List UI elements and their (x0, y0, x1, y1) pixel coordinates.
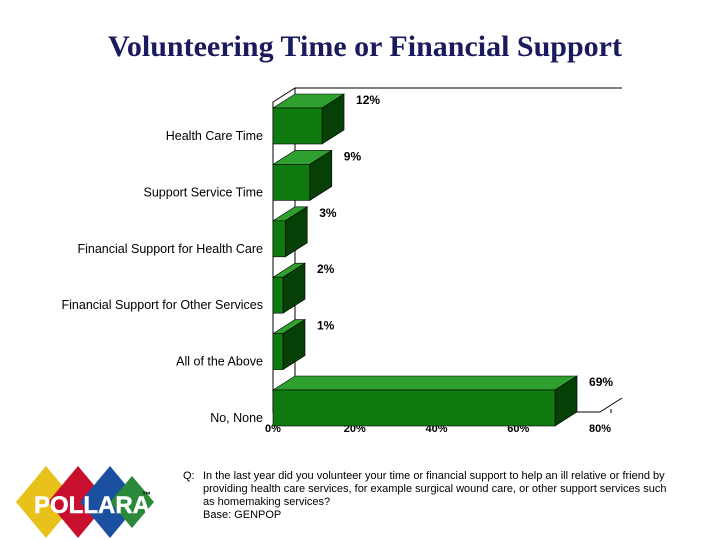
bar (272, 276, 284, 314)
x-tick-label: 80% (589, 423, 611, 435)
pollara-logo: POLLARA ™ (16, 466, 154, 538)
base-text: Base: GENPOP (203, 509, 282, 521)
category-label: Financial Support for Health Care (77, 242, 263, 256)
logo-trademark: ™ (142, 490, 151, 500)
bar (272, 164, 311, 201)
pollara-diamond-icon (16, 466, 154, 538)
category-label: Financial Support for Other Services (62, 298, 263, 312)
category-label: No, None (210, 411, 263, 425)
logo-diamond-red (48, 466, 108, 538)
logo-diamond-green (110, 476, 154, 528)
bar (272, 389, 556, 427)
category-label: Health Care Time (166, 129, 263, 143)
bar-top-face (271, 375, 579, 391)
question-text: In the last year did you volunteer your … (203, 470, 667, 508)
chart-title: Volunteering Time or Financial Support (108, 30, 622, 63)
bar (272, 333, 284, 370)
category-label: Support Service Time (144, 185, 264, 199)
bar-chart: 0% 20% 40% 60% 80%12%Health Care Time9%Suppo… (62, 87, 623, 435)
question-footnote: Q: In the last year did you volunteer yo… (183, 470, 673, 522)
data-label: 1% (317, 319, 335, 333)
data-label: 12% (356, 93, 380, 107)
question-label: Q: (183, 470, 195, 482)
data-label: 3% (319, 206, 337, 220)
logo-wordmark: POLLARA (34, 492, 150, 519)
data-label: 9% (344, 149, 362, 163)
chart-floor-right-edge (599, 397, 623, 413)
bar (272, 220, 286, 258)
logo-diamond-yellow (16, 466, 76, 538)
bar (272, 107, 323, 145)
category-label: All of the Above (176, 355, 263, 369)
data-label: 69% (589, 375, 613, 389)
data-label: 2% (317, 262, 335, 276)
